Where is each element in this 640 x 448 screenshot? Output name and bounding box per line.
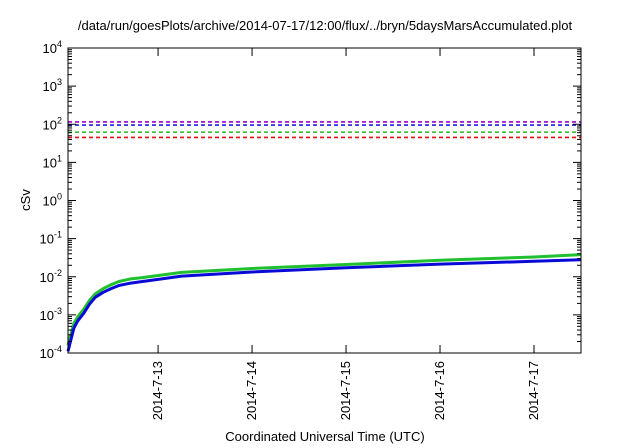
y-tick-label: 103 <box>43 77 62 94</box>
x-tick-label: 2014-7-16 <box>432 361 447 420</box>
y-tick-label: 101 <box>43 153 62 170</box>
x-axis-ticks: 2014-7-13 2014-7-14 2014-7-15 2014-7-16 2014… <box>150 48 541 420</box>
series-layer <box>66 253 582 352</box>
y-tick-label: 10-4 <box>40 344 62 361</box>
series-line <box>66 258 582 352</box>
y-tick-label: 100 <box>43 192 62 209</box>
threshold-layer <box>68 121 581 139</box>
x-tick-label: 2014-7-17 <box>526 361 541 420</box>
y-tick-label: 10-3 <box>40 306 62 323</box>
x-tick-label: 2014-7-15 <box>338 361 353 420</box>
plot-frame <box>67 47 582 354</box>
y-tick-label: 102 <box>43 115 62 132</box>
x-tick-label: 2014-7-14 <box>244 361 259 420</box>
y-axis-label: cSv <box>18 189 33 211</box>
y-tick-label: 104 <box>43 39 62 56</box>
y-axis-ticks: 10-4 10-3 10-2 10-1 100 101 102 103 104 <box>40 39 581 361</box>
series-line <box>66 253 582 346</box>
chart-title: /data/run/goesPlots/archive/2014-07-17/1… <box>78 18 573 33</box>
y-tick-label: 10-2 <box>40 268 62 285</box>
x-axis-label: Coordinated Universal Time (UTC) <box>225 429 424 444</box>
x-tick-label: 2014-7-13 <box>150 361 165 420</box>
y-tick-label: 10-1 <box>40 230 62 247</box>
